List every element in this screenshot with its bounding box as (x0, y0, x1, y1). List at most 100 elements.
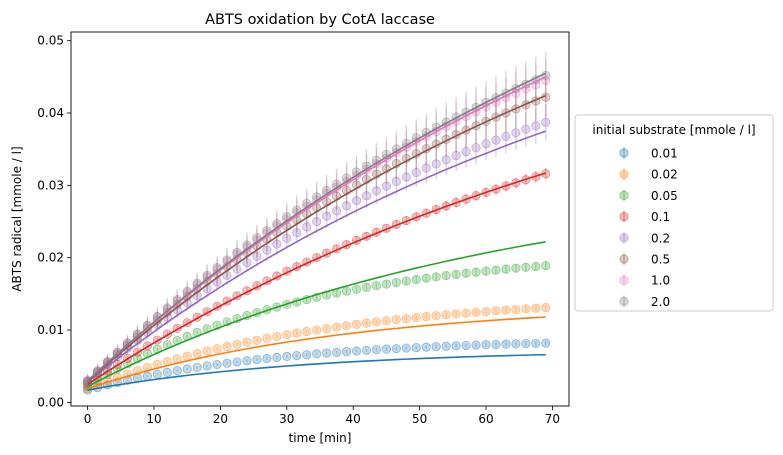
data-point (511, 339, 521, 349)
legend-marker (619, 275, 629, 285)
data-point (341, 201, 352, 211)
data-point (361, 191, 372, 201)
data-point (351, 196, 362, 206)
data-point (491, 135, 501, 145)
data-point (431, 342, 441, 352)
data-point (272, 239, 282, 249)
data-point (312, 216, 322, 227)
legend-label: 0.1 (651, 210, 670, 224)
data-point (411, 274, 421, 285)
data-point (312, 349, 322, 359)
series-layer (83, 52, 551, 395)
data-point (322, 211, 332, 221)
data-point (491, 265, 501, 275)
legend-marker (619, 190, 629, 200)
x-tick-label: 40 (346, 412, 361, 426)
data-point (441, 155, 451, 165)
data-point (521, 304, 531, 314)
data-point (341, 321, 352, 331)
data-point (252, 335, 262, 345)
data-point (282, 233, 292, 243)
legend-marker (619, 169, 629, 179)
y-tick-label: 0.04 (37, 106, 64, 120)
data-point (531, 338, 541, 348)
y-axis: 0.00 0.01 0.02 0.03 0.04 0.05 (37, 34, 71, 409)
data-point (341, 347, 352, 357)
legend-item: 2.0 (619, 295, 670, 309)
data-point (471, 143, 481, 153)
data-point (501, 339, 511, 349)
data-point (501, 305, 511, 315)
data-point (451, 341, 461, 351)
legend-item: 0.1 (619, 210, 670, 224)
data-point (242, 257, 252, 268)
data-point (331, 347, 342, 357)
legend-marker (619, 254, 629, 264)
series-0.02-model-line (87, 316, 546, 390)
data-point (341, 286, 352, 296)
data-point (192, 362, 202, 373)
data-point (531, 261, 541, 272)
data-point (312, 325, 322, 335)
legend-label: 0.05 (651, 189, 678, 203)
series-0.02-points (83, 303, 551, 394)
data-point (511, 128, 521, 138)
data-point (391, 343, 401, 354)
legend-label: 1.0 (651, 274, 670, 288)
legend-marker (619, 212, 629, 222)
data-point (531, 303, 541, 313)
data-point (391, 277, 401, 288)
data-point (491, 306, 501, 316)
data-point (242, 337, 252, 347)
data-point (232, 264, 242, 274)
data-point (411, 312, 421, 323)
data-point (272, 331, 282, 342)
legend-label: 0.2 (651, 231, 670, 245)
plot-frame (70, 31, 570, 407)
data-point (531, 121, 541, 131)
data-point (371, 186, 382, 196)
data-point (471, 340, 481, 350)
y-tick-label: 0.03 (37, 178, 64, 192)
data-point (421, 312, 431, 322)
data-point (431, 159, 441, 169)
data-point (481, 139, 491, 149)
legend-marker (619, 233, 629, 243)
data-point (172, 366, 182, 376)
data-point (212, 359, 222, 370)
data-point (232, 357, 242, 367)
data-point (481, 340, 491, 350)
data-point (381, 316, 391, 326)
data-point (292, 328, 302, 338)
data-point (541, 338, 551, 348)
y-tick-label: 0.02 (37, 251, 64, 265)
legend: initial substrate [mmole / l] 0.010.020.… (574, 114, 774, 312)
data-point (361, 282, 372, 293)
data-point (331, 322, 342, 332)
data-point (431, 272, 441, 282)
data-point (461, 308, 471, 318)
data-point (232, 339, 242, 349)
data-point (202, 361, 212, 371)
data-point (541, 261, 551, 271)
data-point (401, 276, 411, 286)
data-point (451, 309, 461, 319)
data-point (401, 343, 411, 353)
data-point (182, 351, 192, 361)
data-point (451, 151, 461, 161)
x-tick-label: 10 (146, 412, 161, 426)
y-axis-label: ABTS radical [mmole / l] (10, 146, 24, 291)
x-tick-label: 20 (213, 412, 228, 426)
data-point (421, 163, 431, 173)
series-0.05-model-line (87, 241, 546, 388)
series-0.2-points (83, 104, 551, 388)
data-point (252, 251, 262, 261)
data-point (252, 355, 262, 365)
series-2.0-model-line (87, 72, 547, 382)
data-point (521, 262, 531, 272)
data-point (292, 350, 302, 361)
y-tick-label: 0.01 (37, 323, 64, 337)
x-tick-label: 60 (478, 412, 493, 426)
data-point (521, 124, 531, 134)
data-point (451, 269, 461, 279)
